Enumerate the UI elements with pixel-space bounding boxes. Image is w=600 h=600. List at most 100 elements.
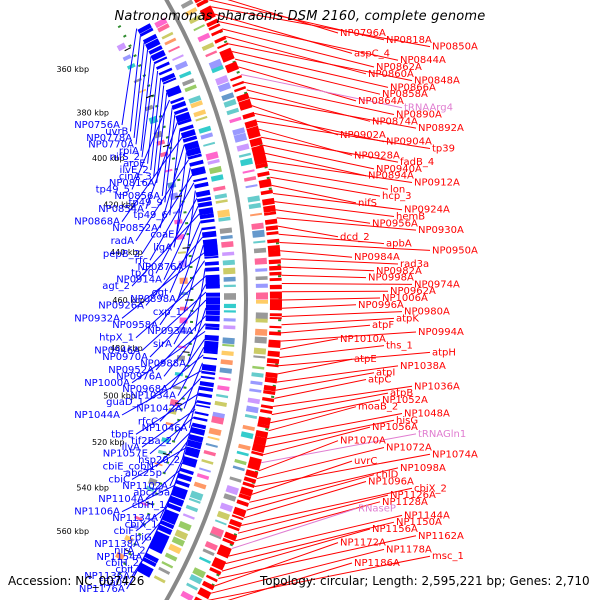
forward-strand-feature bbox=[264, 218, 278, 225]
reverse-strand-feature bbox=[204, 261, 219, 266]
reverse-gene-label: NP0868A bbox=[74, 217, 120, 228]
leader-line bbox=[169, 129, 181, 216]
forward-cog-block bbox=[256, 292, 268, 300]
leader-line bbox=[218, 535, 417, 579]
outer-cog-block bbox=[145, 485, 155, 492]
forward-gene-label: nifS bbox=[358, 198, 377, 209]
reverse-strand-feature bbox=[148, 546, 163, 554]
forward-gene-label: NP0930A bbox=[418, 225, 464, 236]
leader-line bbox=[231, 51, 389, 88]
reverse-cog-block bbox=[168, 543, 182, 555]
outer-cog-block bbox=[179, 327, 188, 334]
reverse-gene-label: NP0958A bbox=[112, 320, 158, 331]
leader-line bbox=[188, 385, 200, 429]
forward-strand-feature bbox=[269, 325, 282, 329]
forward-strand-feature bbox=[246, 125, 260, 135]
forward-strand-feature bbox=[255, 430, 269, 439]
forward-cog-block bbox=[229, 476, 242, 483]
leader-line bbox=[240, 487, 413, 526]
reverse-strand-feature bbox=[205, 315, 220, 322]
reverse-gene-label: NP0770A bbox=[88, 139, 134, 150]
leader-line bbox=[129, 35, 141, 132]
forward-gene-label: NP0982A bbox=[376, 266, 422, 277]
forward-gene-label: NP1096A bbox=[368, 477, 414, 488]
forward-cog-block bbox=[180, 590, 194, 600]
forward-strand-feature bbox=[269, 271, 282, 276]
forward-gene-label: moaB_2 bbox=[358, 402, 398, 413]
outer-cog-block bbox=[140, 501, 149, 507]
forward-cog-block bbox=[253, 347, 267, 355]
leader-line bbox=[281, 324, 371, 334]
forward-cog-block bbox=[253, 247, 267, 254]
forward-cog-block bbox=[240, 431, 254, 440]
forward-gene-label: RNaseP bbox=[358, 504, 396, 515]
reverse-cog-block bbox=[223, 267, 236, 275]
leader-line bbox=[249, 467, 399, 503]
reverse-cog-block bbox=[214, 193, 228, 200]
forward-gene-label: NP1128A bbox=[382, 497, 428, 508]
kbp-label: 380 kbp bbox=[76, 109, 109, 118]
label-leader-lines bbox=[121, 0, 431, 600]
outer-cog-block bbox=[179, 306, 188, 311]
reverse-strand-feature bbox=[167, 88, 182, 98]
feature-tracks bbox=[115, 0, 282, 600]
leader-line bbox=[227, 562, 353, 600]
reverse-cog-block bbox=[154, 17, 168, 29]
reverse-strand-feature bbox=[142, 33, 158, 45]
leader-line bbox=[121, 252, 205, 319]
reverse-cog-block bbox=[161, 31, 174, 40]
forward-gene-label: ths_1 bbox=[386, 341, 413, 352]
forward-strand-feature bbox=[269, 291, 282, 299]
leader-line bbox=[187, 307, 207, 364]
outer-cog-block bbox=[176, 355, 186, 362]
forward-strand-feature bbox=[211, 560, 225, 571]
forward-gene-label: NP0894A bbox=[368, 171, 414, 182]
outer-cog-block bbox=[130, 523, 139, 530]
accession-text: Accession: NC_007426 bbox=[8, 574, 145, 588]
forward-cog-block bbox=[188, 14, 202, 25]
forward-strand-feature bbox=[236, 92, 250, 102]
leader-line bbox=[149, 416, 195, 455]
kbp-label: 560 kbp bbox=[56, 527, 89, 536]
reverse-gene-label: tp49_6 bbox=[133, 210, 167, 221]
forward-cog-block bbox=[193, 24, 205, 32]
forward-gene-label: rad3a bbox=[400, 259, 429, 270]
forward-strand-feature bbox=[216, 548, 230, 559]
reverse-gene-label: cbiG bbox=[129, 532, 151, 543]
forward-cog-block bbox=[216, 510, 231, 521]
reverse-cog-block bbox=[220, 359, 233, 366]
leader-line bbox=[268, 168, 389, 190]
forward-cog-block bbox=[199, 556, 211, 564]
forward-strand-feature bbox=[247, 460, 261, 471]
kbp-tick bbox=[145, 501, 153, 506]
reverse-gene-label: cbiE_cobN bbox=[103, 462, 154, 473]
forward-cog-block bbox=[249, 388, 262, 393]
reverse-strand-feature bbox=[205, 310, 220, 316]
reverse-cog-block bbox=[218, 376, 231, 381]
forward-cog-block bbox=[214, 519, 227, 526]
reverse-cog-block bbox=[223, 318, 236, 322]
reverse-strand-feature bbox=[193, 416, 208, 422]
outer-cog-block bbox=[179, 277, 188, 284]
leader-line bbox=[274, 379, 367, 399]
forward-gene-label: tp39 bbox=[432, 144, 455, 155]
forward-gene-label: NP0862A bbox=[376, 62, 422, 73]
forward-cog-block bbox=[255, 283, 268, 288]
forward-strand-feature bbox=[244, 119, 258, 129]
forward-strand-feature bbox=[222, 54, 235, 63]
reverse-gene-label: cbiL bbox=[115, 565, 136, 576]
leader-line bbox=[278, 233, 385, 245]
reverse-gene-label: NP0970A bbox=[102, 352, 148, 363]
reverse-strand-feature bbox=[175, 111, 191, 123]
reverse-strand-feature bbox=[184, 450, 199, 459]
leader-line bbox=[273, 385, 413, 407]
leader-line bbox=[281, 304, 357, 309]
reverse-cog-block bbox=[190, 100, 203, 109]
forward-gene-label: NP0998A bbox=[368, 273, 414, 284]
reverse-strand-feature bbox=[203, 345, 219, 353]
genome-title: Natronomonas pharaonis DSM 2160, complet… bbox=[114, 9, 486, 24]
forward-strand-feature bbox=[196, 0, 209, 8]
forward-gene-label: NP1074A bbox=[432, 449, 478, 460]
outer-cog-block bbox=[147, 477, 158, 486]
forward-strand-feature bbox=[267, 350, 280, 358]
